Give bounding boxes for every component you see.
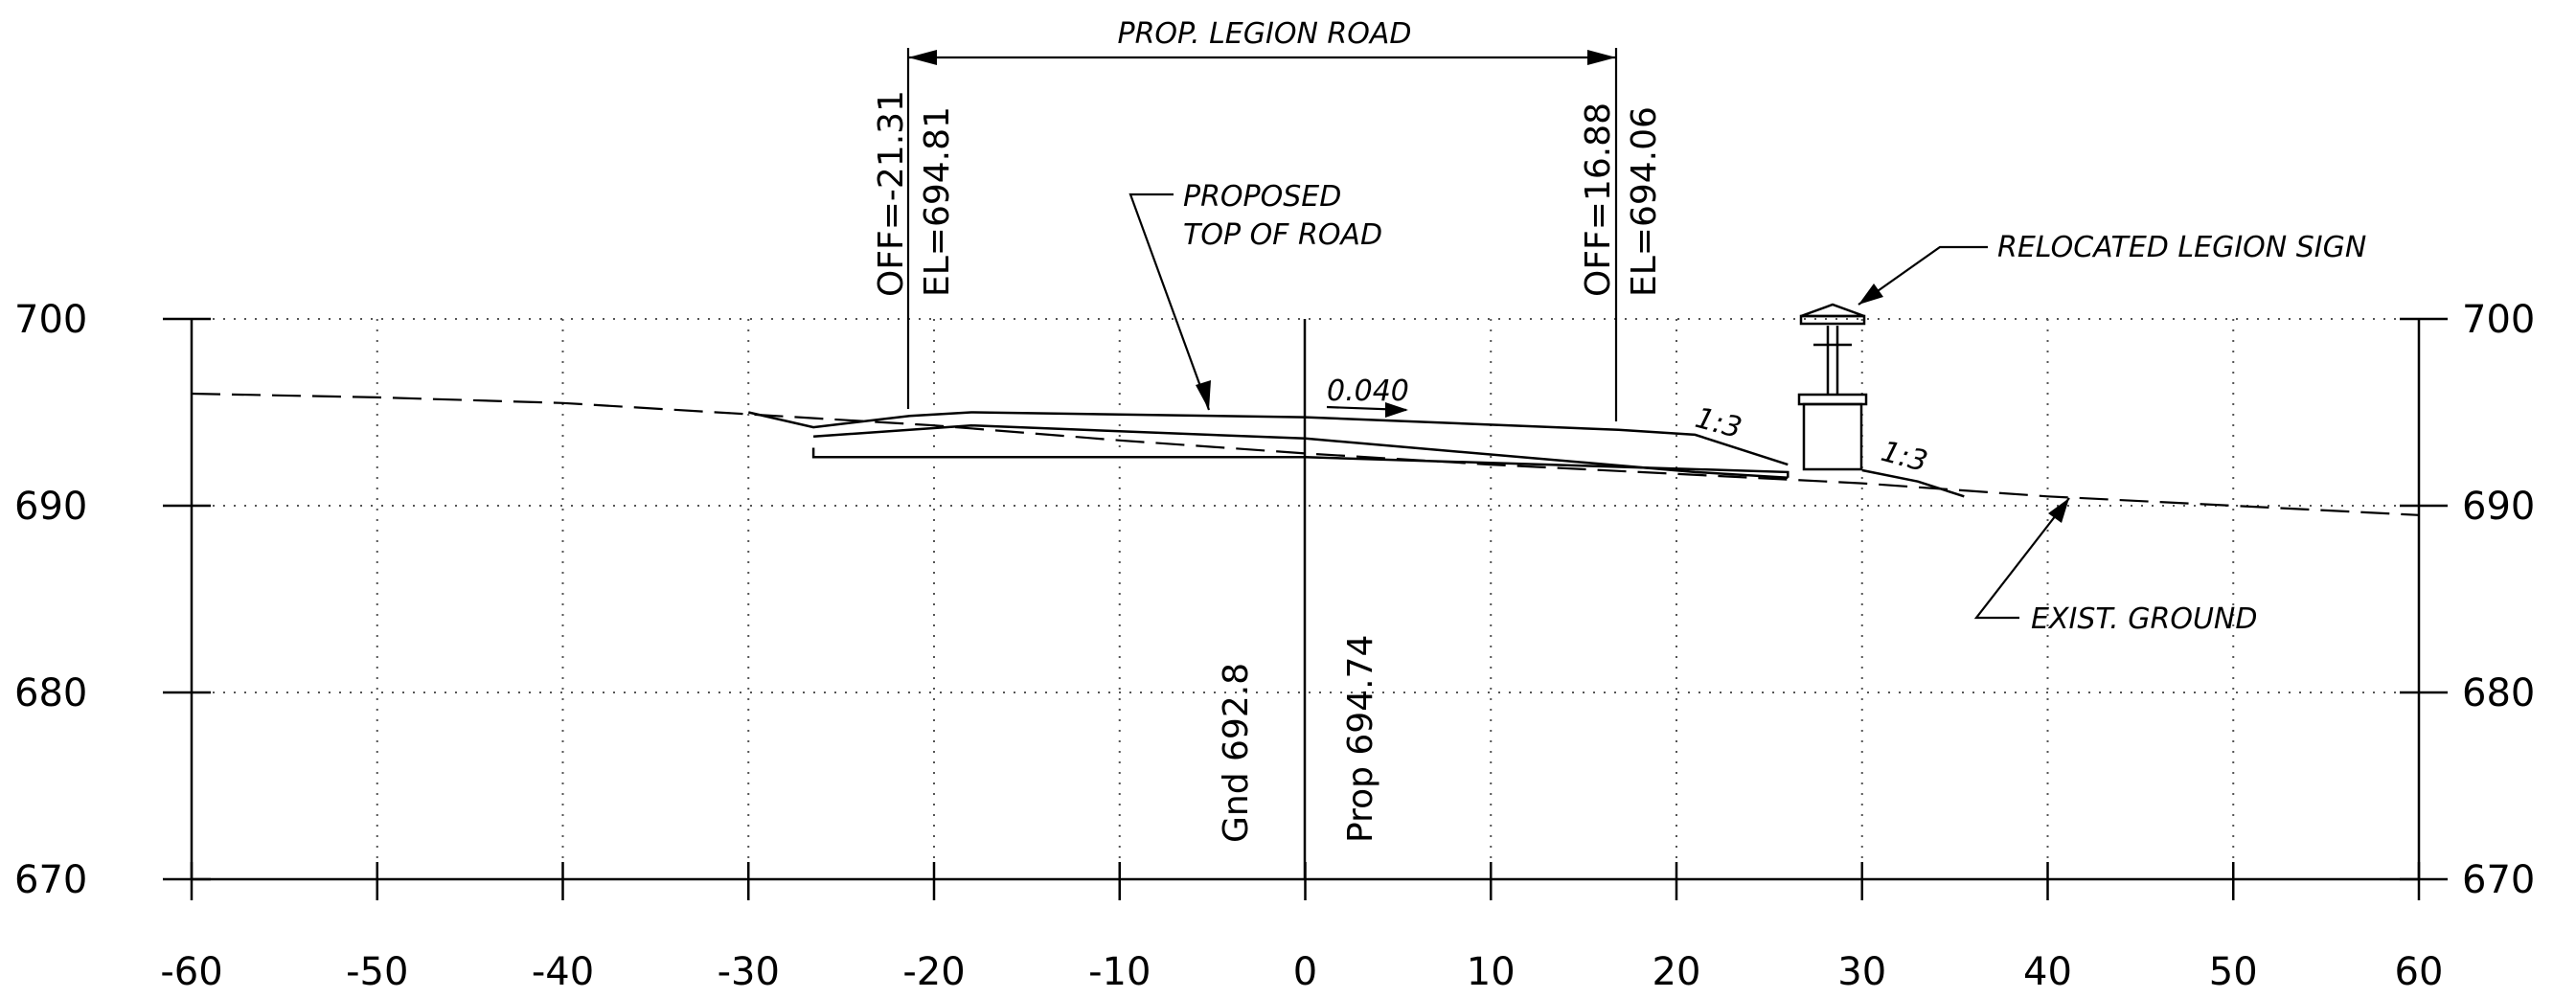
x-axis-ticks: -60 -50 -40 -30 -20 -10 0 10 20 30 40 50 60 — [160, 862, 2443, 994]
y-tick-label-left-2: 680 — [14, 671, 87, 715]
sign-base — [1802, 402, 1863, 471]
y-tick-label-left-1: 690 — [14, 485, 87, 529]
left-elevation-label: EL=694.81 — [918, 106, 957, 297]
x-tick-label-9: 30 — [1837, 950, 1886, 994]
sign-leader-arrow — [1858, 284, 1883, 305]
left-offset-label: OFF=-21.31 — [872, 90, 911, 297]
x-tick-label-4: -20 — [902, 950, 965, 994]
grid-lines — [192, 318, 2419, 879]
right-offset-label: OFF=16.88 — [1579, 102, 1618, 297]
span-arrow-right — [1587, 50, 1616, 65]
proposed-leader-arrow — [1196, 380, 1211, 410]
x-tick-label-0: -60 — [160, 950, 222, 994]
existing-ground-line — [191, 392, 2420, 516]
x-tick-label-5: -10 — [1088, 950, 1151, 994]
base-course-layer — [811, 447, 1790, 478]
ditch-slope-label: 1:3 — [1878, 435, 1931, 479]
x-tick-label-12: 60 — [2395, 950, 2444, 994]
exist-ground-leader — [1973, 497, 2070, 620]
y-tick-label-left-3: 670 — [14, 858, 87, 902]
cross-slope-arrowhead — [1385, 402, 1408, 418]
sign-panel — [1799, 314, 1866, 326]
y-tick-label-right-2: 680 — [2462, 671, 2535, 715]
road-span-label: PROP. LEGION ROAD — [1117, 17, 1411, 51]
y-axis-ticks: 700 700 690 690 680 680 670 670 — [14, 298, 2535, 902]
y-tick-label-right-3: 670 — [2462, 858, 2535, 902]
x-tick-label-10: 40 — [2023, 950, 2072, 994]
prop-elevation-label: Prop 694.74 — [1341, 635, 1380, 843]
cross-slope-label: 0.040 — [1327, 374, 1409, 408]
y-tick-label-right-1: 690 — [2462, 485, 2535, 529]
ditch-slope — [1861, 468, 1965, 498]
proposed-callout-line1: PROPOSED — [1183, 180, 1341, 214]
exist-ground-leader-arrow — [2048, 498, 2069, 523]
x-tick-label-3: -30 — [718, 950, 780, 994]
span-arrow-left — [908, 50, 937, 65]
right-elevation-label: EL=694.06 — [1625, 106, 1664, 297]
y-tick-label-left-0: 700 — [14, 298, 87, 342]
sign-top — [1800, 303, 1865, 318]
proposed-callout-leader — [1128, 193, 1211, 411]
fill-slope-label: 1:3 — [1692, 401, 1745, 445]
x-tick-label-7: 10 — [1467, 950, 1516, 994]
x-tick-label-11: 50 — [2209, 950, 2258, 994]
gnd-elevation-label: Gnd 692.8 — [1217, 663, 1256, 843]
x-tick-label-8: 20 — [1653, 950, 1701, 994]
sign-callout-leader — [1858, 245, 1988, 306]
proposed-subgrade-line — [813, 423, 1789, 480]
x-tick-label-6: 0 — [1293, 950, 1317, 994]
exist-ground-label: EXIST. GROUND — [2031, 602, 2257, 636]
y-tick-label-right-0: 700 — [2462, 298, 2535, 342]
relocated-sign — [1797, 303, 1868, 471]
sign-callout-label: RELOCATED LEGION SIGN — [1997, 231, 2366, 264]
proposed-callout-line2: TOP OF ROAD — [1183, 218, 1382, 252]
x-tick-label-2: -40 — [532, 950, 594, 994]
sign-cap — [1797, 393, 1868, 406]
proposed-top-of-road — [748, 411, 1789, 466]
x-tick-label-1: -50 — [346, 950, 408, 994]
